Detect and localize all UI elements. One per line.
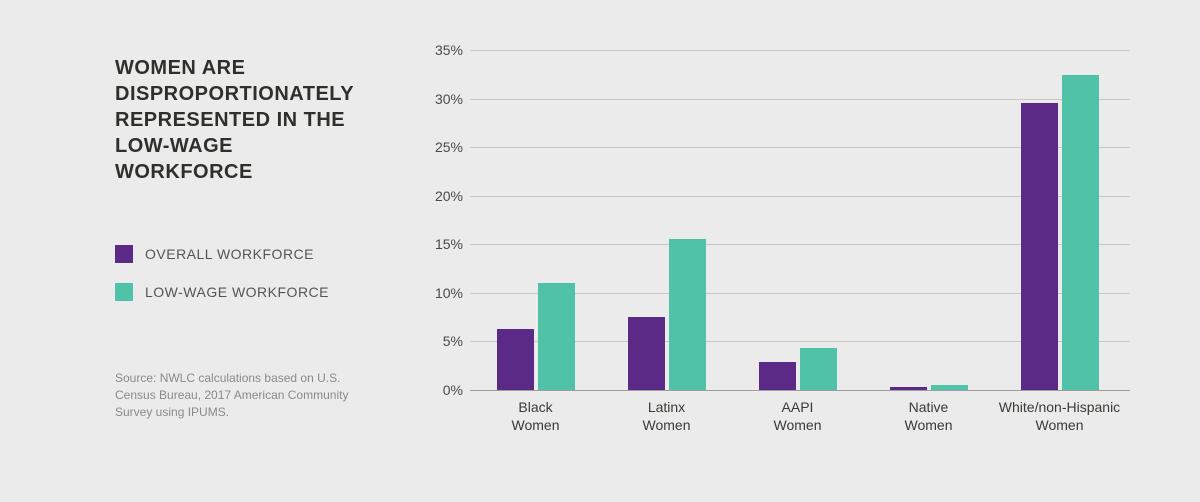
bar xyxy=(931,385,968,390)
bar xyxy=(538,283,575,390)
bar-chart: 0%5%10%15%20%25%30%35% Black WomenLatinx… xyxy=(415,50,1145,425)
y-tick-label: 20% xyxy=(415,188,463,204)
bar xyxy=(1062,75,1099,390)
y-tick-label: 30% xyxy=(415,91,463,107)
legend-swatch-overall xyxy=(115,245,133,263)
y-tick-label: 5% xyxy=(415,333,463,349)
x-category-label: Native Women xyxy=(863,398,994,434)
legend-item: LOW-WAGE WORKFORCE xyxy=(115,283,329,301)
legend-item: OVERALL WORKFORCE xyxy=(115,245,329,263)
bar xyxy=(759,362,796,390)
legend-label: OVERALL WORKFORCE xyxy=(145,246,314,262)
legend-swatch-lowwage xyxy=(115,283,133,301)
x-category-label: White/non-Hispanic Women xyxy=(994,398,1125,434)
bar xyxy=(497,329,534,390)
source-citation: Source: NWLC calculations based on U.S. … xyxy=(115,370,365,421)
y-tick-label: 15% xyxy=(415,236,463,252)
bar xyxy=(628,317,665,390)
bar xyxy=(1021,103,1058,390)
legend: OVERALL WORKFORCE LOW-WAGE WORKFORCE xyxy=(115,245,329,321)
x-category-label: AAPI Women xyxy=(732,398,863,434)
y-tick-label: 0% xyxy=(415,382,463,398)
chart-title: WOMEN ARE DISPROPORTIONATELY REPRESENTED… xyxy=(115,55,355,185)
bar xyxy=(669,239,706,390)
legend-label: LOW-WAGE WORKFORCE xyxy=(145,284,329,300)
y-tick-label: 25% xyxy=(415,139,463,155)
x-category-label: Black Women xyxy=(470,398,601,434)
y-tick-label: 10% xyxy=(415,285,463,301)
x-category-label: Latinx Women xyxy=(601,398,732,434)
y-tick-label: 35% xyxy=(415,42,463,58)
bar xyxy=(890,387,927,390)
bars-layer xyxy=(470,50,1130,390)
bar xyxy=(800,348,837,390)
